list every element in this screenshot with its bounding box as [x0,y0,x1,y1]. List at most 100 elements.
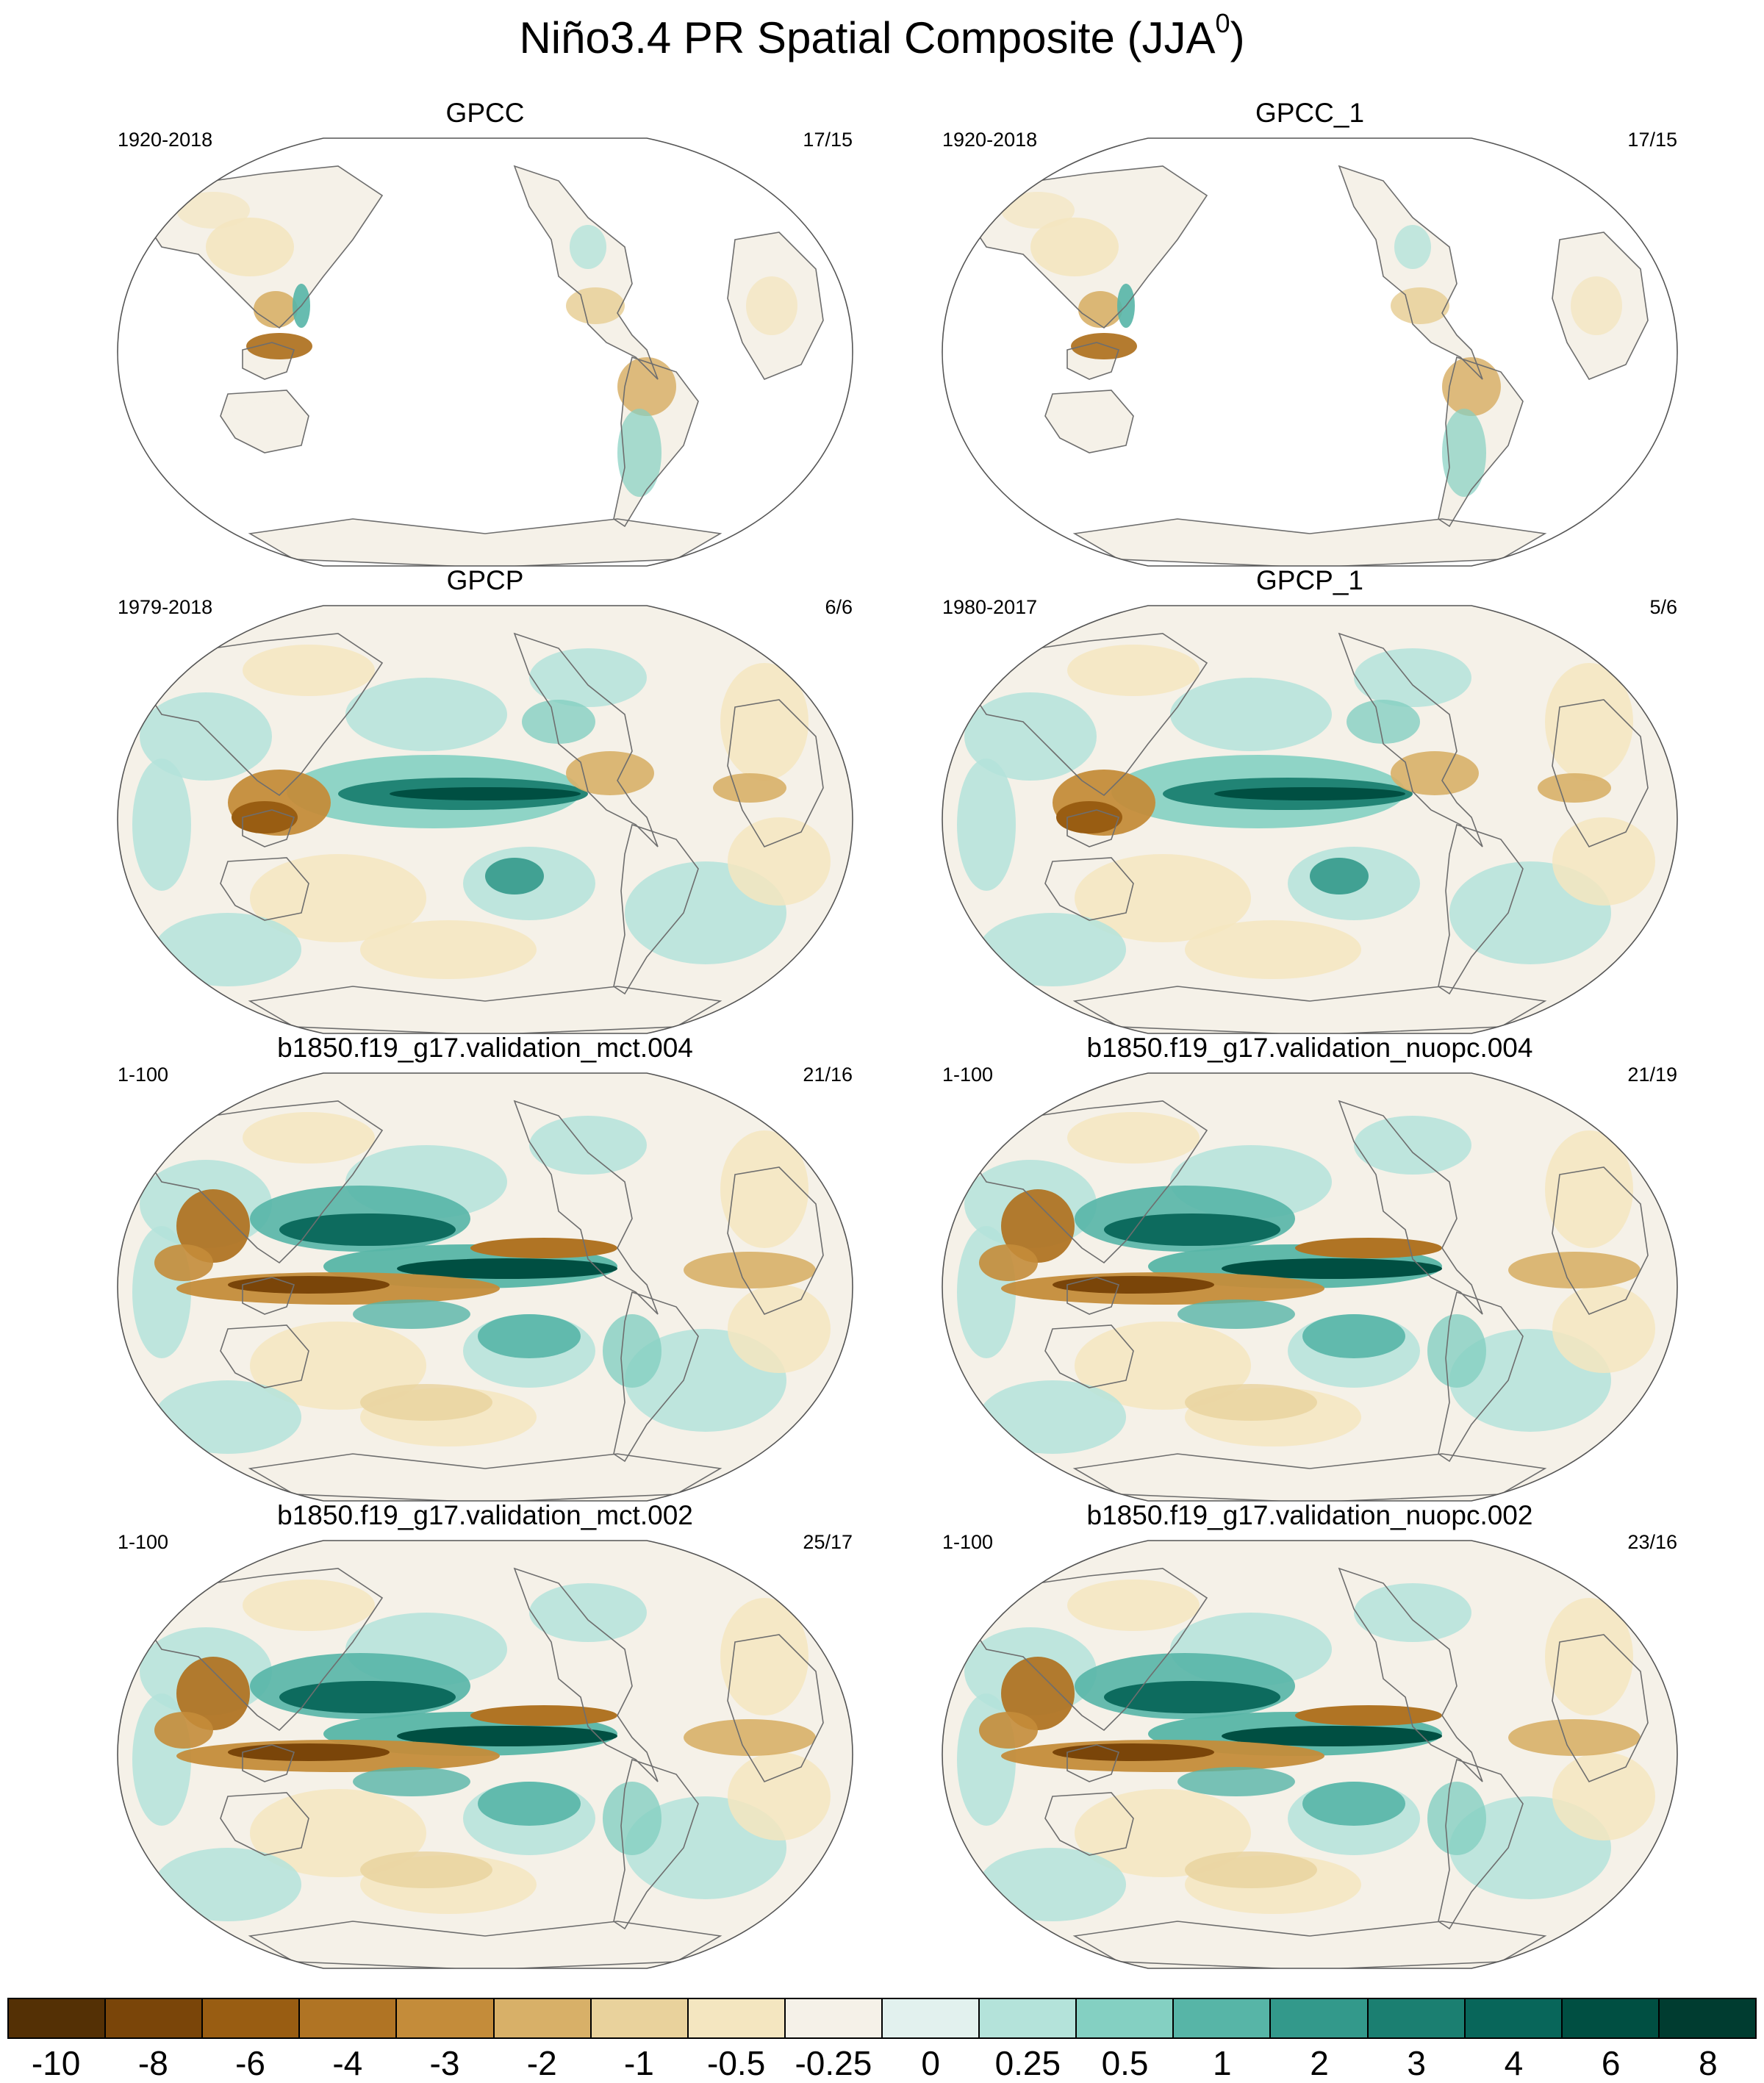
coastline [1552,699,1649,847]
anomaly-blob [390,787,581,800]
anomaly-blob [964,692,1097,781]
map-panel: GPCC_1 1920-2018 17/15 [942,97,1678,567]
anomaly-blob [1552,817,1655,906]
land-fill [1339,166,1482,379]
map-svg [942,605,1678,1034]
anomaly-blob [485,858,544,894]
anomaly-blob [1545,663,1633,781]
panel-title: b1850.f19_g17.validation_mct.002 [277,1500,693,1530]
anomaly-blob [1552,1285,1655,1373]
anomaly-blob [1302,1314,1405,1358]
anomaly-blob [397,1258,617,1279]
anomaly-blob [1001,1189,1075,1263]
coastline [513,165,659,380]
colorbar-box [9,1999,107,2037]
anomaly-blob [154,1244,213,1281]
coastline [220,390,309,453]
anomaly-blob [1545,1598,1633,1715]
anomaly-blob [1302,1782,1405,1826]
colorbar-label: -0.5 [707,2044,766,2082]
land-fill [250,519,720,566]
panel-years: 1979-2018 [118,596,213,618]
anomaly-blob [1001,192,1075,229]
coastline [727,699,824,847]
anomaly-blob [228,401,301,445]
colorbar-label: -6 [235,2044,265,2082]
map-frame [117,137,853,567]
map-field [118,1073,853,1501]
colorbar-label: -4 [332,2044,363,2082]
anomaly-blob [1552,1752,1655,1840]
anomaly-blob [1075,854,1251,942]
map-svg [942,1540,1678,1969]
anomaly-blob [154,913,301,986]
anomaly-blob [957,759,1016,891]
anomaly-blob [1053,1743,1214,1761]
coastline [1338,1567,1483,1782]
panel-years: 1920-2018 [942,129,1038,151]
colorbar-box [494,1999,592,2037]
anomaly-blob [345,678,507,751]
coastline [1338,1100,1483,1315]
panel-years: 1980-2017 [942,596,1038,618]
anomaly-blob [176,1657,250,1730]
panel-count: 17/15 [1627,129,1677,151]
coastline [248,1453,723,1501]
panel-title: GPCP_1 [1255,565,1363,595]
coastline [1044,1792,1134,1856]
map-panel: b1850.f19_g17.validation_nuopc.004 1-100 2… [942,1032,1678,1502]
anomaly-blob [1391,287,1449,324]
map-svg [942,137,1678,567]
anomaly-blob [254,291,298,328]
colorbar-label: 2 [1310,2044,1329,2082]
figure-title: Niño3.4 PR Spatial Composite (JJA0) [0,9,1764,68]
coastline [1072,518,1547,566]
colorbar-label: 0.5 [1101,2044,1149,2082]
anomaly-blob [478,1314,581,1358]
panel-count: 5/6 [1649,596,1677,618]
coastline [220,1792,309,1856]
anomaly-blob [603,1314,662,1388]
colorbar-label: -10 [31,2044,81,2082]
anomaly-blob [132,759,191,891]
anomaly-blob [979,1848,1126,1921]
anomaly-blob [228,1743,390,1761]
anomaly-blob [176,1189,250,1263]
coastline [1552,232,1649,380]
anomaly-blob [353,1767,470,1796]
colorbar-box [591,1999,689,2037]
map-panel: b1850.f19_g17.validation_mct.004 1-100 21/… [117,1032,853,1502]
coastline [1438,356,1524,528]
map-frame [942,605,1678,1034]
anomaly-blob [617,357,676,416]
anomaly-blob [1071,333,1137,359]
anomaly-blob [140,692,272,781]
panel-count: 23/16 [1627,1531,1677,1553]
anomaly-blob [728,817,831,906]
colorbar-label: 4 [1504,2044,1524,2082]
coastline [1072,1453,1547,1501]
coastline [220,857,309,921]
panel-count: 25/17 [803,1531,853,1553]
panel-years: 1-100 [118,1064,169,1086]
panel-title: b1850.f19_g17.validation_nuopc.002 [1086,1500,1533,1530]
map-panel: GPCP_1 1980-2017 5/6 [942,564,1678,1035]
coastline [220,1324,309,1388]
anomaly-blob [1177,1299,1295,1329]
coastline [727,1166,824,1315]
anomaly-blob [1001,1657,1075,1730]
colorbar-label: -3 [429,2044,460,2082]
coastline [1044,390,1134,453]
anomaly-blob [1354,1583,1471,1642]
anomaly-blob [154,1380,301,1454]
figure-title-close: ) [1230,13,1245,62]
anomaly-blob [746,276,797,335]
anomaly-blob [713,773,786,803]
colorbar-box [688,1999,786,2037]
map-svg [117,1540,853,1969]
anomaly-blob [1056,801,1122,833]
coastline [1066,809,1120,847]
map-frame [117,605,853,1034]
colorbar-box [785,1999,883,2037]
coastline [1438,823,1524,995]
